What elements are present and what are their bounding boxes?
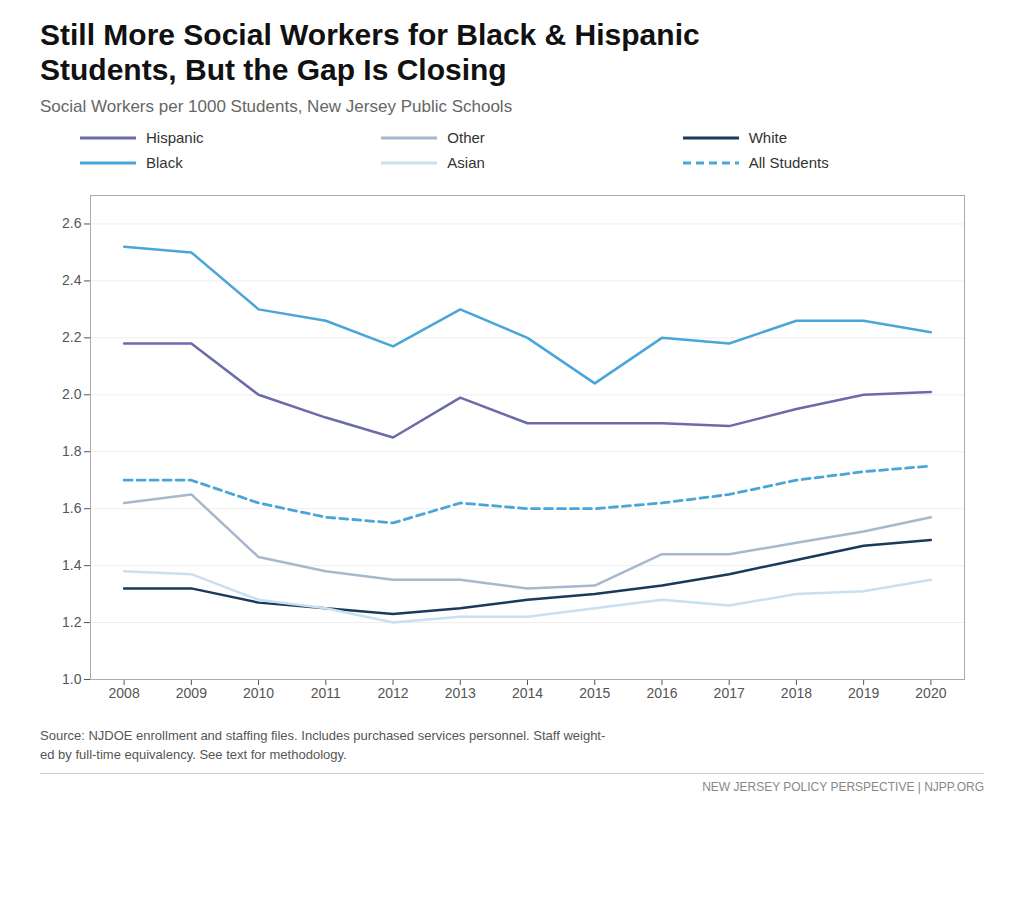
html-text:Hispanic: Hispanic xyxy=(146,129,204,146)
svg-text:1.8: 1.8 xyxy=(62,443,82,459)
svg-text:2019: 2019 xyxy=(848,685,879,701)
svg-text:2.4: 2.4 xyxy=(62,272,82,288)
html-text:NEW JERSEY POLICY PERSPECTIVE: NEW JERSEY POLICY PERSPECTIVE | NJPP.ORG xyxy=(702,779,984,794)
svg-text:2011: 2011 xyxy=(311,685,341,701)
svg-text:2020: 2020 xyxy=(915,685,946,701)
svg-text:2.2: 2.2 xyxy=(62,329,82,345)
svg-text:1.2: 1.2 xyxy=(62,614,82,630)
html-text:Source: NJDOE enrollment and s: Source: NJDOE enrollment and staffing fi… xyxy=(40,728,606,762)
html-text:All Students: All Students xyxy=(748,154,829,171)
svg-text:2.0: 2.0 xyxy=(62,386,82,402)
svg-text:2.6: 2.6 xyxy=(62,215,82,231)
html-text:Black: Black xyxy=(146,154,183,171)
html-text:Asian: Asian xyxy=(447,154,485,171)
svg-text:1.4: 1.4 xyxy=(62,557,82,573)
svg-text:2012: 2012 xyxy=(377,685,408,701)
svg-text:1.0: 1.0 xyxy=(62,671,82,687)
svg-text:2016: 2016 xyxy=(646,685,677,701)
svg-text:2009: 2009 xyxy=(176,685,207,701)
html-text:Social Workers per 1000 Studen: Social Workers per 1000 Students, New Je… xyxy=(40,97,513,116)
svg-text:2018: 2018 xyxy=(781,685,812,701)
svg-text:2014: 2014 xyxy=(512,685,543,701)
svg-text:2013: 2013 xyxy=(445,685,476,701)
svg-text:2008: 2008 xyxy=(109,685,140,701)
html-text:Still More Social Workers for: Still More Social Workers for Black & Hi… xyxy=(40,18,700,86)
html-text:Other: Other xyxy=(447,129,485,146)
svg-text:1.6: 1.6 xyxy=(62,500,82,516)
svg-text:2017: 2017 xyxy=(714,685,745,701)
svg-text:2015: 2015 xyxy=(579,685,610,701)
html-text:White: White xyxy=(748,129,787,146)
svg-text:2010: 2010 xyxy=(243,685,274,701)
